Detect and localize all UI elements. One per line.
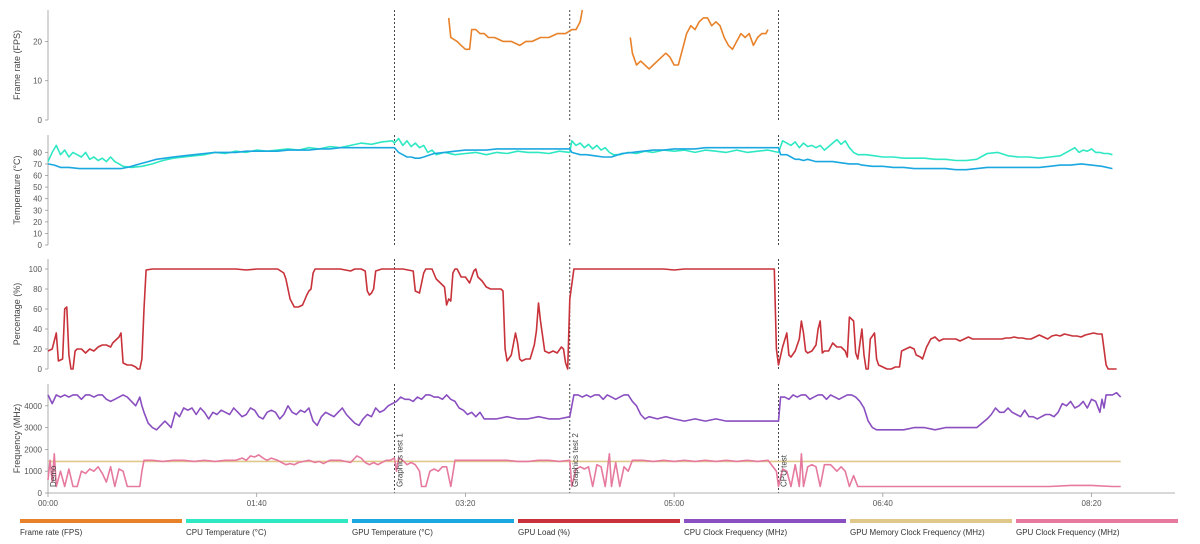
legend-item[interactable]: GPU Memory Clock Frequency (MHz): [850, 519, 1012, 537]
legend-swatch: [1016, 519, 1178, 523]
series-line: [47, 137, 1113, 169]
series-line: [47, 453, 1121, 488]
legend-item[interactable]: Frame rate (FPS): [20, 519, 182, 537]
y-axis-label: Percentage (%): [12, 283, 22, 346]
y-tick-label: 10: [33, 77, 42, 86]
y-tick-label: 50: [33, 183, 42, 192]
legend-item[interactable]: GPU Temperature (°C): [352, 519, 514, 537]
y-tick-label: 3000: [24, 424, 42, 433]
x-tick-label: 01:40: [247, 499, 268, 508]
panel-fps: 0 10 20 Frame rate (FPS): [12, 9, 779, 125]
marker-label: Graphics test 1: [395, 433, 404, 487]
y-tick-label: 80: [33, 285, 42, 294]
legend-item[interactable]: GPU Load (%): [518, 519, 680, 537]
y-tick-label: 30: [33, 206, 42, 215]
y-tick-label: 0: [38, 241, 43, 250]
x-tick-label: 08:20: [1082, 499, 1103, 508]
chart-legend: Frame rate (FPS) CPU Temperature (°C) GPU …: [20, 519, 1178, 537]
marker-label: Graphics test 2: [571, 433, 580, 487]
y-axis-label: Temperature (°C): [12, 155, 22, 224]
y-tick-label: 1000: [24, 467, 42, 476]
y-tick-label: 0: [38, 116, 43, 125]
y-tick-label: 70: [33, 160, 42, 169]
legend-swatch: [352, 519, 514, 523]
legend-item[interactable]: CPU Clock Frequency (MHz): [684, 519, 846, 537]
y-tick-label: 80: [33, 148, 42, 157]
y-tick-label: 100: [29, 265, 43, 274]
y-tick-label: 20: [33, 345, 42, 354]
y-tick-label: 40: [33, 195, 42, 204]
y-tick-label: 60: [33, 172, 42, 181]
legend-swatch: [850, 519, 1012, 523]
legend-label: GPU Clock Frequency (MHz): [1016, 528, 1120, 537]
y-tick-label: 0: [38, 365, 43, 374]
legend-item[interactable]: GPU Clock Frequency (MHz): [1016, 519, 1178, 537]
y-tick-label: 60: [33, 305, 42, 314]
series-line: [447, 9, 584, 51]
y-tick-label: 20: [33, 37, 42, 46]
x-tick-label: 03:20: [455, 499, 476, 508]
legend-swatch: [186, 519, 348, 523]
x-tick-label: 06:40: [873, 499, 894, 508]
x-tick-label: 00:00: [38, 499, 59, 508]
x-axis: 00:00 01:40 03:20 05:00 06:40 08:20: [38, 492, 1175, 508]
legend-label: CPU Clock Frequency (MHz): [684, 528, 787, 537]
chart-panels: 0 10 20 Frame rate (FPS) 0 10 20 30 40 50 60 70 80 Te…: [12, 9, 1122, 498]
panel-temp: 0 10 20 30 40 50 60 70 80 Temperature (°C): [12, 135, 1113, 250]
x-tick-label: 05:00: [664, 499, 685, 508]
legend-swatch: [20, 519, 182, 523]
y-tick-label: 10: [33, 229, 42, 238]
series-line: [47, 391, 1122, 431]
y-tick-label: 40: [33, 325, 42, 334]
y-tick-label: 20: [33, 218, 42, 227]
legend-label: GPU Memory Clock Frequency (MHz): [850, 528, 985, 537]
marker-label: CPU test: [779, 454, 788, 487]
legend-label: CPU Temperature (°C): [186, 528, 267, 537]
panel-load: 0 20 40 60 80 100 Percentage (%): [12, 259, 1117, 374]
series-line: [47, 146, 1113, 171]
legend-label: GPU Temperature (°C): [352, 528, 433, 537]
series-line: [47, 268, 1117, 370]
series-line: [629, 17, 769, 70]
y-tick-label: 0: [38, 489, 43, 498]
legend-swatch: [684, 519, 846, 523]
y-axis-label: Frequency (MHz): [12, 404, 22, 474]
marker-label: Demo: [49, 465, 58, 487]
legend-label: GPU Load (%): [518, 528, 570, 537]
y-axis-label: Frame rate (FPS): [12, 30, 22, 100]
legend-label: Frame rate (FPS): [20, 528, 83, 537]
y-tick-label: 4000: [24, 402, 42, 411]
legend-swatch: [518, 519, 680, 523]
y-tick-label: 2000: [24, 445, 42, 454]
legend-item[interactable]: CPU Temperature (°C): [186, 519, 348, 537]
